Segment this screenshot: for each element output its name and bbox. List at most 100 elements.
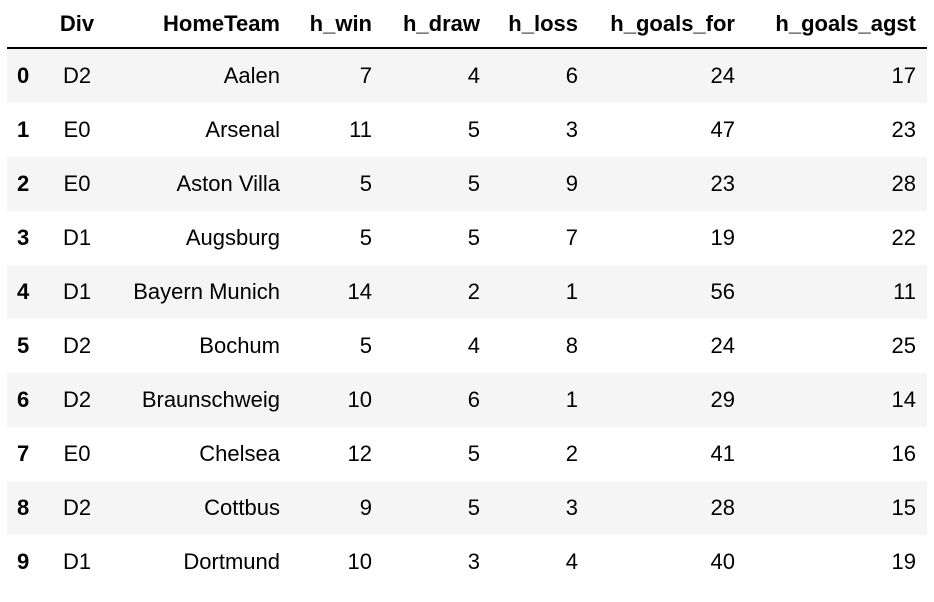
- cell-hometeam: Aalen: [223, 63, 280, 88]
- row-index: 4: [17, 279, 30, 304]
- cell-h-draw: 5: [467, 441, 480, 466]
- cell-hometeam: Augsburg: [185, 225, 280, 250]
- cell-h-draw: 5: [467, 495, 480, 520]
- cell-h-goals-for: 47: [710, 117, 735, 142]
- row-index: 8: [17, 495, 30, 520]
- cell-h-goals-for: 29: [710, 387, 735, 412]
- header-index: [7, 0, 47, 49]
- table-row: 7 E0 Chelsea 12 5 2 41 16: [7, 427, 927, 481]
- table-row: 1 E0 Arsenal 11 5 3 47 23: [7, 103, 927, 157]
- cell-div: D1: [62, 225, 92, 250]
- cell-h-loss: 9: [565, 171, 578, 196]
- cell-h-goals-for: 28: [710, 495, 735, 520]
- cell-h-loss: 6: [565, 63, 578, 88]
- cell-hometeam: Cottbus: [204, 495, 280, 520]
- cell-h-goals-agst: 22: [891, 225, 916, 250]
- cell-div: D1: [62, 549, 92, 574]
- cell-h-goals-agst: 16: [891, 441, 916, 466]
- table-row: 6 D2 Braunschweig 10 6 1 29 14: [7, 373, 927, 427]
- cell-div: E0: [63, 171, 91, 196]
- cell-h-win: 9: [359, 495, 372, 520]
- cell-h-loss: 3: [565, 495, 578, 520]
- row-index: 2: [17, 171, 30, 196]
- header-h-loss: h_loss: [491, 0, 589, 49]
- cell-div: D2: [62, 387, 92, 412]
- cell-hometeam: Bayern Munich: [133, 279, 280, 304]
- table-row: 4 D1 Bayern Munich 14 2 1 56 11: [7, 265, 927, 319]
- cell-div: D2: [62, 495, 92, 520]
- row-index: 7: [17, 441, 30, 466]
- row-index: 3: [17, 225, 30, 250]
- cell-h-goals-for: 41: [710, 441, 735, 466]
- row-index: 6: [17, 387, 30, 412]
- header-h-goals-for: h_goals_for: [589, 0, 746, 49]
- table-row: 2 E0 Aston Villa 5 5 9 23 28: [7, 157, 927, 211]
- table-header: Div HomeTeam h_win h_draw h_loss h_goals…: [7, 0, 927, 49]
- cell-h-goals-for: 19: [710, 225, 735, 250]
- cell-h-goals-agst: 19: [891, 549, 916, 574]
- cell-h-goals-agst: 25: [891, 333, 916, 358]
- cell-h-goals-agst: 14: [891, 387, 916, 412]
- row-index: 9: [17, 549, 30, 574]
- cell-h-goals-for: 24: [710, 63, 735, 88]
- cell-h-loss: 4: [565, 549, 578, 574]
- cell-div: D2: [62, 63, 92, 88]
- cell-h-loss: 3: [565, 117, 578, 142]
- row-index: 0: [17, 63, 30, 88]
- cell-h-goals-agst: 23: [891, 117, 916, 142]
- header-h-draw: h_draw: [383, 0, 491, 49]
- header-h-goals-agst: h_goals_agst: [746, 0, 927, 49]
- cell-h-win: 5: [359, 225, 372, 250]
- cell-div: D1: [62, 279, 92, 304]
- cell-h-draw: 2: [467, 279, 480, 304]
- cell-h-draw: 5: [467, 117, 480, 142]
- cell-h-draw: 4: [467, 63, 480, 88]
- cell-h-goals-for: 56: [710, 279, 735, 304]
- table-row: 5 D2 Bochum 5 4 8 24 25: [7, 319, 927, 373]
- header-row: Div HomeTeam h_win h_draw h_loss h_goals…: [7, 0, 927, 49]
- cell-h-win: 14: [347, 279, 372, 304]
- cell-hometeam: Dortmund: [183, 549, 280, 574]
- row-index: 1: [17, 117, 30, 142]
- cell-hometeam: Braunschweig: [141, 387, 280, 412]
- cell-h-win: 12: [347, 441, 372, 466]
- table-row: 9 D1 Dortmund 10 3 4 40 19: [7, 535, 927, 589]
- table-row: 8 D2 Cottbus 9 5 3 28 15: [7, 481, 927, 535]
- header-hometeam: HomeTeam: [107, 0, 291, 49]
- cell-h-loss: 1: [565, 387, 578, 412]
- cell-h-goals-agst: 17: [891, 63, 916, 88]
- cell-h-win: 10: [347, 549, 372, 574]
- cell-div: E0: [63, 441, 91, 466]
- cell-h-loss: 2: [565, 441, 578, 466]
- cell-h-win: 7: [359, 63, 372, 88]
- cell-hometeam: Chelsea: [199, 441, 280, 466]
- table-row: 0 D2 Aalen 7 4 6 24 17: [7, 48, 927, 103]
- cell-h-loss: 1: [565, 279, 578, 304]
- cell-hometeam: Bochum: [199, 333, 280, 358]
- cell-h-loss: 8: [565, 333, 578, 358]
- cell-hometeam: Aston Villa: [176, 171, 280, 196]
- cell-h-loss: 7: [565, 225, 578, 250]
- cell-h-draw: 3: [467, 549, 480, 574]
- cell-h-draw: 5: [467, 171, 480, 196]
- cell-h-goals-agst: 28: [891, 171, 916, 196]
- table-body: 0 D2 Aalen 7 4 6 24 17 1 E0 Arsenal 11 5 3 47 23 2 E0 Asto…: [7, 48, 927, 589]
- cell-div: E0: [63, 117, 91, 142]
- cell-h-goals-for: 24: [710, 333, 735, 358]
- cell-h-goals-agst: 11: [893, 279, 916, 304]
- cell-div: D2: [62, 333, 92, 358]
- cell-h-draw: 4: [467, 333, 480, 358]
- header-div: Div: [47, 0, 107, 49]
- cell-h-draw: 6: [467, 387, 480, 412]
- header-h-win: h_win: [291, 0, 383, 49]
- cell-h-win: 10: [347, 387, 372, 412]
- table-row: 3 D1 Augsburg 5 5 7 19 22: [7, 211, 927, 265]
- cell-hometeam: Arsenal: [205, 117, 280, 142]
- cell-h-goals-for: 23: [710, 171, 735, 196]
- cell-h-goals-for: 40: [710, 549, 735, 574]
- cell-h-win: 11: [349, 117, 372, 142]
- dataframe-container: Div HomeTeam h_win h_draw h_loss h_goals…: [7, 0, 927, 589]
- cell-h-win: 5: [359, 171, 372, 196]
- dataframe-table: Div HomeTeam h_win h_draw h_loss h_goals…: [7, 0, 927, 589]
- cell-h-draw: 5: [467, 225, 480, 250]
